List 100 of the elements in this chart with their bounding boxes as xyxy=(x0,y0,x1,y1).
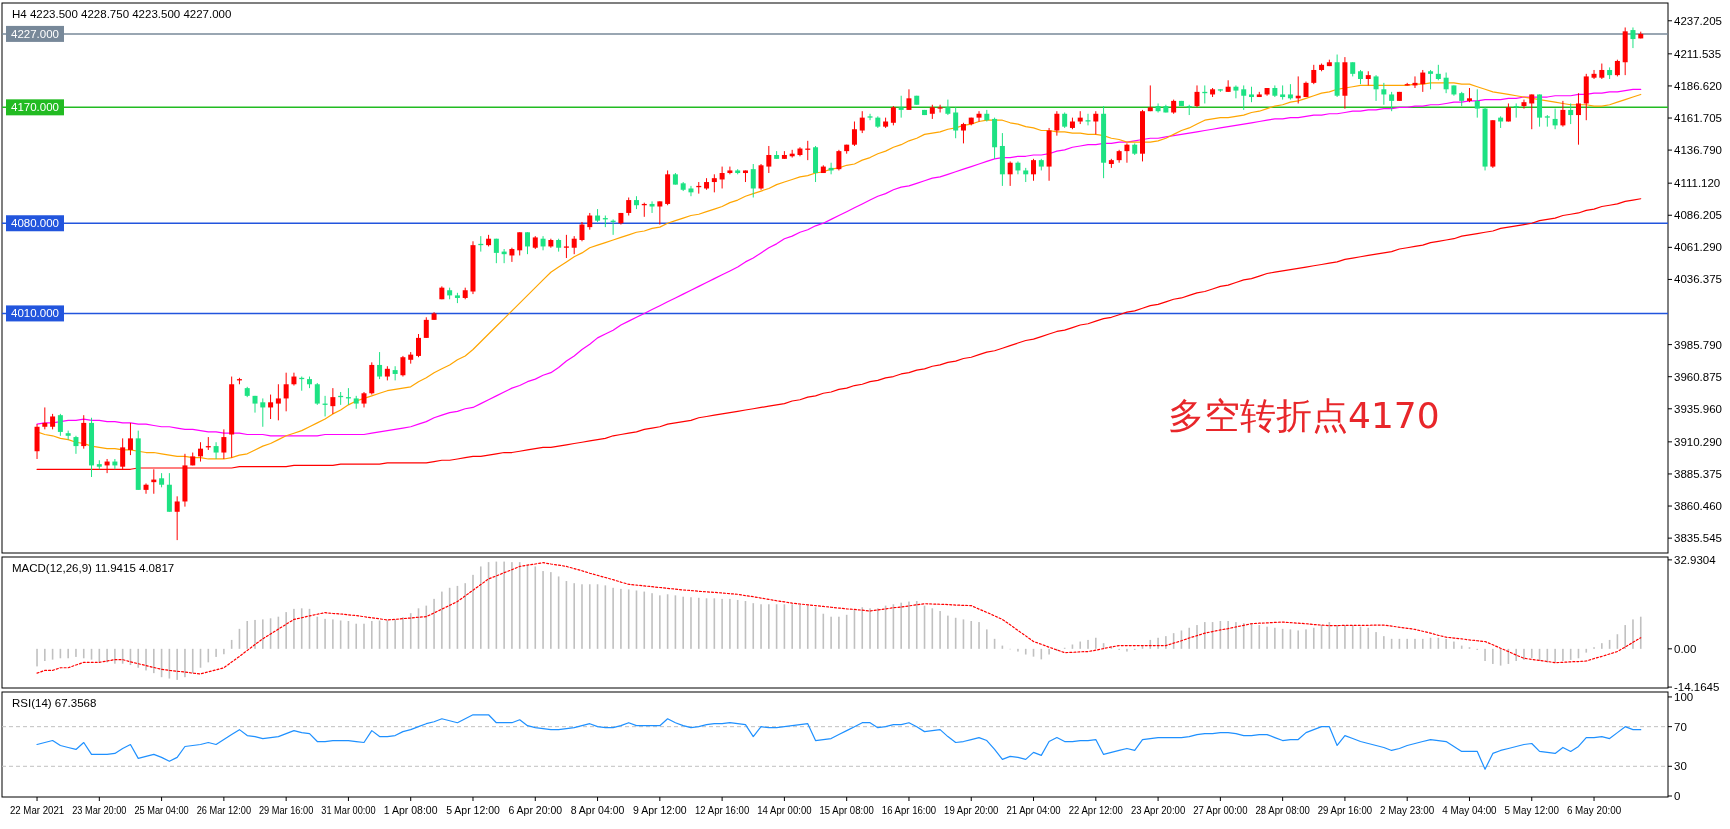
x-tick-label: 23 Mar 20:00 xyxy=(72,804,135,816)
candlestick xyxy=(517,231,523,256)
candlestick xyxy=(221,428,227,460)
x-tick-label: 29 Mar 16:00 xyxy=(259,804,321,816)
candlestick xyxy=(493,238,499,264)
candlestick xyxy=(291,372,297,387)
candlestick xyxy=(890,105,896,126)
candlestick xyxy=(1085,113,1091,126)
candlestick xyxy=(688,185,694,197)
candlestick xyxy=(1474,88,1480,119)
chart-title: MACD(12,26,9) 11.9415 4.0817 xyxy=(12,562,175,574)
x-tick-label: 4 May 04:00 xyxy=(1442,804,1501,816)
candlestick xyxy=(1194,84,1200,108)
annotation: 多空转折点4170 xyxy=(1168,395,1440,436)
y-tick-label: 30 xyxy=(1674,760,1687,773)
candlestick xyxy=(1147,84,1153,112)
y-tick-label: 3885.375 xyxy=(1674,467,1722,480)
candlestick xyxy=(1505,102,1511,122)
candlestick xyxy=(937,104,943,113)
y-tick-label: 3910.290 xyxy=(1674,435,1722,448)
candlestick xyxy=(57,413,63,437)
candlestick xyxy=(649,200,655,214)
candlestick xyxy=(657,200,663,226)
candlestick xyxy=(540,235,546,251)
candlestick xyxy=(1381,82,1387,106)
y-tick-label: 4211.535 xyxy=(1674,47,1722,60)
candlestick xyxy=(719,166,725,189)
chart-title: RSI(14) 67.3568 xyxy=(12,697,97,709)
x-tick-label: 15 Apr 08:00 xyxy=(819,804,880,816)
candlestick xyxy=(143,482,149,495)
ref-line-label: 4170.000 xyxy=(11,101,59,114)
y-tick-label: 3935.960 xyxy=(1674,402,1722,415)
candlestick xyxy=(563,234,569,259)
candlestick xyxy=(1241,84,1247,111)
candlestick xyxy=(314,382,320,406)
candlestick xyxy=(127,422,133,456)
candlestick xyxy=(626,197,632,217)
x-tick-label: 23 Apr 20:00 xyxy=(1130,804,1191,816)
candlestick xyxy=(1420,69,1426,93)
candlestick xyxy=(416,333,421,358)
x-tick-label: 25 Mar 04:00 xyxy=(134,804,197,816)
candlestick xyxy=(976,110,982,122)
y-tick-label: 4186.620 xyxy=(1674,79,1722,92)
y-tick-label: 70 xyxy=(1674,720,1687,733)
candlestick xyxy=(260,397,266,428)
candlestick xyxy=(1373,74,1379,102)
candlestick xyxy=(42,406,48,430)
candlestick xyxy=(1560,100,1566,128)
candlestick xyxy=(945,99,951,116)
x-tick-label: 8 Apr 04:00 xyxy=(570,804,625,816)
candlestick xyxy=(1443,72,1449,94)
x-tick-label: 14 Apr 00:00 xyxy=(757,804,817,816)
ref-line-label: 4227.000 xyxy=(11,27,59,40)
candlestick xyxy=(906,88,912,111)
candlestick xyxy=(1552,108,1558,130)
x-tick-label: 28 Apr 08:00 xyxy=(1255,804,1316,816)
x-tick-label: 27 Apr 00:00 xyxy=(1193,804,1253,816)
x-tick-label: 22 Mar 2021 xyxy=(9,804,69,816)
candlestick xyxy=(1529,93,1535,130)
candlestick xyxy=(867,113,873,121)
candlestick xyxy=(1007,160,1013,187)
candlestick xyxy=(1537,93,1543,128)
candlestick xyxy=(1093,110,1099,135)
candlestick xyxy=(509,247,515,263)
x-tick-label: 19 Apr 20:00 xyxy=(944,804,1004,816)
candlestick xyxy=(268,394,274,420)
x-tick-label: 9 Apr 12:00 xyxy=(632,804,687,816)
candlestick xyxy=(1015,160,1021,175)
candlestick xyxy=(1233,84,1239,99)
candlestick xyxy=(1031,158,1037,182)
candlestick xyxy=(73,435,79,455)
candlestick xyxy=(524,231,530,255)
candlestick xyxy=(213,441,219,460)
candlestick xyxy=(81,414,87,450)
candlestick xyxy=(727,166,733,175)
candlestick xyxy=(1054,110,1060,137)
chart-title: H4 4223.500 4228.750 4223.500 4227.000 xyxy=(12,8,232,20)
x-tick-label: 31 Mar 00:00 xyxy=(321,804,384,816)
candlestick xyxy=(711,173,717,193)
candlestick xyxy=(960,122,966,144)
candlestick xyxy=(898,95,904,119)
y-tick-label: 4061.290 xyxy=(1674,241,1722,254)
y-tick-label: 0.00 xyxy=(1674,642,1697,655)
candlestick xyxy=(1225,79,1231,93)
x-tick-label: 22 Apr 12:00 xyxy=(1068,804,1129,816)
y-tick-label: 4086.205 xyxy=(1674,209,1722,222)
candlestick xyxy=(836,149,842,171)
ref-line-label: 4010.000 xyxy=(11,307,59,320)
candlestick xyxy=(1630,26,1636,49)
x-tick-label: 12 Apr 16:00 xyxy=(694,804,755,816)
candlestick xyxy=(1389,91,1395,112)
candlestick xyxy=(330,387,336,415)
candlestick xyxy=(851,121,857,147)
candlestick xyxy=(750,163,756,198)
candlestick xyxy=(1575,92,1581,146)
y-tick-label: 3835.545 xyxy=(1674,532,1722,545)
line-series xyxy=(36,714,1642,770)
x-tick-label: 1 Apr 08:00 xyxy=(383,804,438,816)
y-tick-label: 0 xyxy=(1674,790,1681,803)
candlestick xyxy=(1311,64,1317,85)
